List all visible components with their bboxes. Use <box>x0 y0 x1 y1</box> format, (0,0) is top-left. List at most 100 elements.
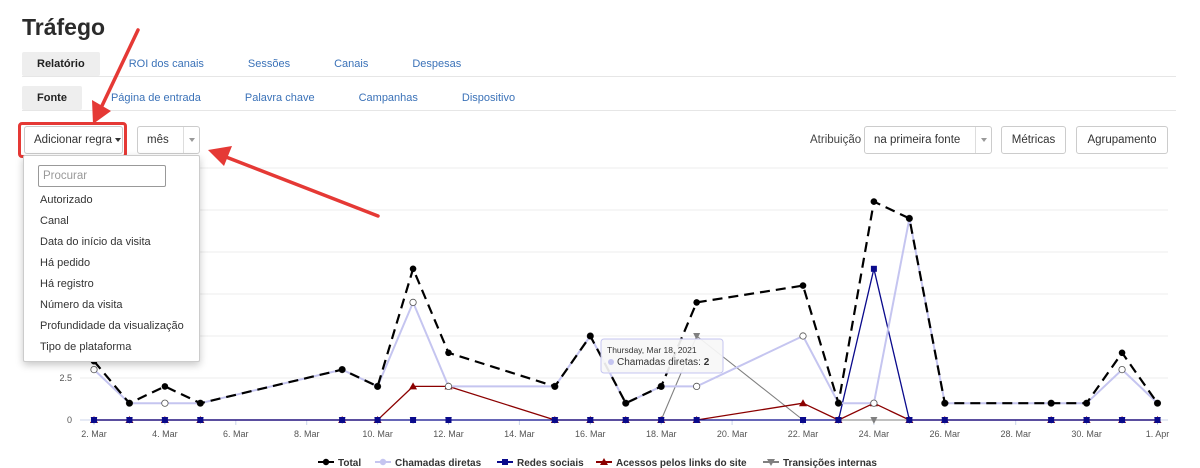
dropdown-item-canal[interactable]: Canal <box>40 215 69 227</box>
data-point-total[interactable] <box>941 399 949 407</box>
svg-text:Redes sociais: Redes sociais <box>517 458 584 468</box>
grouping-button[interactable]: Agrupamento <box>1076 126 1168 154</box>
data-point-total[interactable] <box>693 299 700 306</box>
data-point-total[interactable] <box>197 399 204 407</box>
data-point-redes-sociais[interactable] <box>622 417 629 423</box>
data-point-redes-sociais[interactable] <box>906 417 913 423</box>
data-point-total[interactable] <box>906 215 913 222</box>
data-point-total[interactable] <box>657 383 665 390</box>
data-point-redes-sociais[interactable] <box>1048 417 1055 423</box>
data-point-chamadas-diretas[interactable] <box>90 365 98 374</box>
y-tick-label: 2.5 <box>59 373 72 383</box>
data-point-acessos-pelos-links[interactable] <box>799 399 807 407</box>
tab-despesas[interactable]: Despesas <box>412 57 462 70</box>
legend-acessos-pelos-links[interactable]: Acessos pelos links do site <box>596 458 747 468</box>
data-point-transicoes-internas[interactable] <box>870 417 878 424</box>
data-point-total[interactable] <box>126 399 133 407</box>
data-point-redes-sociais[interactable] <box>161 417 168 423</box>
add-rule-button[interactable]: Adicionar regra <box>24 126 123 154</box>
data-point-redes-sociais[interactable] <box>445 417 452 423</box>
data-point-redes-sociais[interactable] <box>693 417 700 423</box>
tab-relatorio[interactable]: Relatório <box>22 51 100 76</box>
data-point-chamadas-diretas[interactable] <box>693 382 701 390</box>
data-point-total[interactable] <box>587 332 594 340</box>
tab-palavra-chave[interactable]: Palavra chave <box>244 91 315 104</box>
data-point-redes-sociais[interactable] <box>1154 417 1161 423</box>
series-line-total <box>93 200 1159 405</box>
tab-canais[interactable]: Canais <box>334 57 369 70</box>
period-select[interactable]: mês <box>137 126 200 154</box>
legend-total[interactable]: Total <box>318 458 361 468</box>
data-point-total[interactable] <box>1154 399 1161 407</box>
legend-redes-sociais[interactable]: Redes sociais <box>497 458 584 468</box>
tab-dispositivo[interactable]: Dispositivo <box>461 91 516 104</box>
dropdown-item-tipo-plataforma[interactable]: Tipo de plataforma <box>40 341 132 353</box>
dropdown-item-autorizado[interactable]: Autorizado <box>40 194 93 206</box>
data-point-chamadas-diretas[interactable] <box>799 332 807 340</box>
tab-sessoes[interactable]: Sessões <box>247 57 291 70</box>
data-point-chamadas-diretas[interactable] <box>1118 365 1126 374</box>
x-tick-label: 10. Mar <box>362 429 393 439</box>
x-tick-label: 1. Apr <box>1146 429 1170 439</box>
data-point-chamadas-diretas[interactable] <box>444 382 453 390</box>
metrics-button[interactable]: Métricas <box>1001 126 1066 154</box>
data-point-redes-sociais[interactable] <box>551 417 558 423</box>
data-point-redes-sociais[interactable] <box>197 417 204 423</box>
attribution-value: na primeira fonte <box>874 134 961 146</box>
tab-fonte[interactable]: Fonte <box>22 85 82 110</box>
x-tick-label: 22. Mar <box>788 429 819 439</box>
chart-legend: Total Chamadas diretas Redes sociais Ace… <box>318 458 877 468</box>
tab-campanhas[interactable]: Campanhas <box>358 91 418 104</box>
data-point-transicoes-internas[interactable] <box>693 333 701 340</box>
attribution-select[interactable]: na primeira fonte <box>864 126 992 154</box>
data-point-redes-sociais[interactable] <box>587 417 594 423</box>
tab-roi-dos-canais[interactable]: ROI dos canais <box>128 57 204 70</box>
chart-series <box>90 198 1162 424</box>
data-point-acessos-pelos-links[interactable] <box>409 382 418 390</box>
data-point-redes-sociais[interactable] <box>870 265 877 272</box>
data-point-redes-sociais[interactable] <box>1083 417 1090 423</box>
dropdown-search-input[interactable] <box>38 165 166 187</box>
x-tick-label: 14. Mar <box>504 429 535 439</box>
data-point-total[interactable] <box>622 399 630 407</box>
legend-transicoes-internas[interactable]: Transições internas <box>763 458 877 468</box>
dropdown-item-ha-pedido[interactable]: Há pedido <box>40 257 91 269</box>
data-point-total[interactable] <box>1083 399 1090 407</box>
data-point-redes-sociais[interactable] <box>658 417 665 423</box>
data-point-total[interactable] <box>551 383 559 390</box>
dropdown-item-numero-visita[interactable]: Número da visita <box>40 299 123 311</box>
x-tick-label: 18. Mar <box>646 429 677 439</box>
data-point-chamadas-diretas[interactable] <box>161 399 169 407</box>
data-point-total[interactable] <box>1118 349 1126 357</box>
data-point-redes-sociais[interactable] <box>374 417 381 423</box>
data-point-total[interactable] <box>445 349 452 357</box>
period-value: mês <box>147 134 169 146</box>
data-point-total[interactable] <box>870 198 878 205</box>
dropdown-item-data-inicio-visita[interactable]: Data do início da visita <box>40 236 151 248</box>
data-point-redes-sociais[interactable] <box>1119 417 1126 423</box>
data-point-redes-sociais[interactable] <box>835 417 842 423</box>
data-point-total[interactable] <box>161 383 169 390</box>
dropdown-item-profundidade[interactable]: Profundidade da visualização <box>40 320 184 332</box>
data-point-redes-sociais[interactable] <box>410 417 417 423</box>
data-point-total[interactable] <box>1047 399 1055 407</box>
chevron-down-icon <box>183 127 199 153</box>
data-point-redes-sociais[interactable] <box>339 417 346 423</box>
data-point-total[interactable] <box>374 383 381 390</box>
data-point-total[interactable] <box>409 265 417 273</box>
legend-chamadas-diretas[interactable]: Chamadas diretas <box>375 458 482 468</box>
data-point-total[interactable] <box>338 366 346 373</box>
data-point-redes-sociais[interactable] <box>91 417 97 423</box>
tab-pagina-de-entrada[interactable]: Página de entrada <box>110 91 201 104</box>
data-point-chamadas-diretas[interactable] <box>870 399 878 407</box>
data-point-redes-sociais[interactable] <box>941 417 948 423</box>
data-point-redes-sociais[interactable] <box>800 417 806 423</box>
dropdown-item-ha-registro[interactable]: Há registro <box>40 278 94 290</box>
data-point-redes-sociais[interactable] <box>126 417 133 423</box>
data-point-chamadas-diretas[interactable] <box>409 298 417 306</box>
data-point-total[interactable] <box>799 282 807 289</box>
x-tick-label: 2. Mar <box>81 429 107 439</box>
x-tick-label: 30. Mar <box>1071 429 1102 439</box>
data-point-total[interactable] <box>835 399 842 407</box>
x-tick-label: 8. Mar <box>294 429 320 439</box>
